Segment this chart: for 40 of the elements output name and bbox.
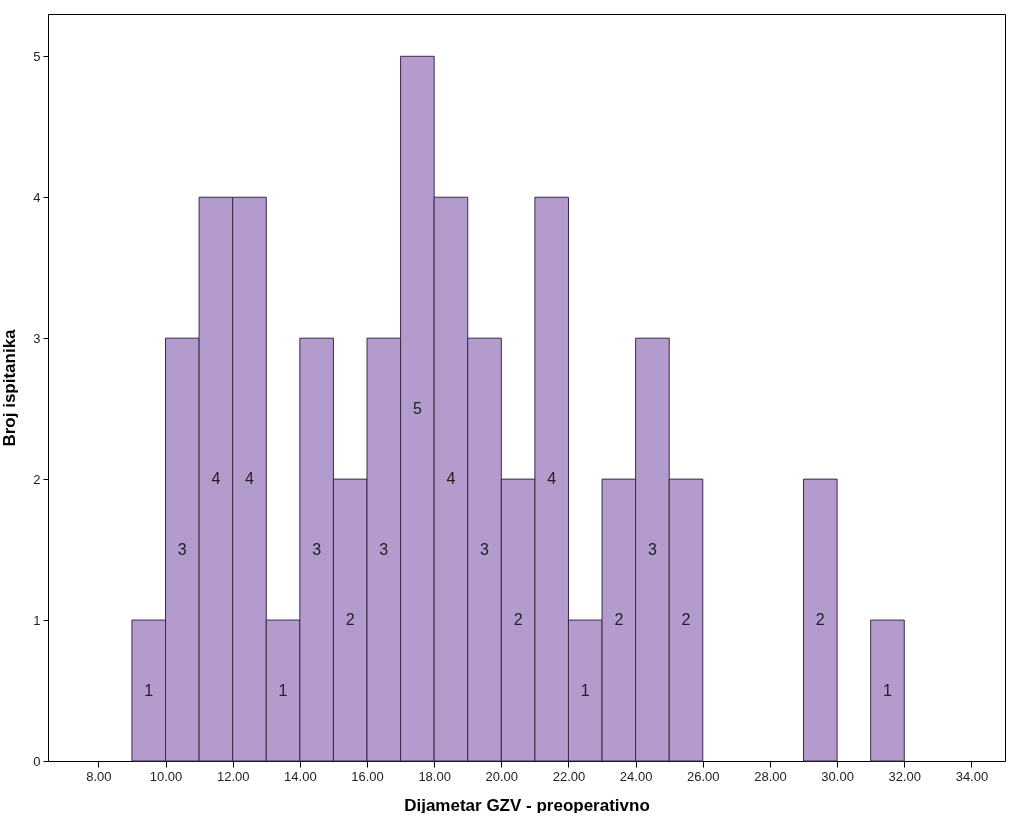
data-label: 4 bbox=[547, 470, 557, 488]
data-label: 1 bbox=[278, 681, 288, 699]
data-label: 2 bbox=[681, 611, 691, 629]
y-tick-label: 3 bbox=[33, 330, 41, 346]
x-tick-label: 24.00 bbox=[619, 768, 653, 784]
x-tick-label: 14.00 bbox=[284, 768, 317, 784]
data-label: 4 bbox=[446, 470, 456, 488]
data-label: 3 bbox=[177, 540, 187, 558]
data-label: 3 bbox=[647, 540, 657, 558]
data-label: 4 bbox=[245, 470, 255, 488]
x-tick-label: 32.00 bbox=[888, 768, 922, 784]
data-label: 2 bbox=[815, 611, 825, 629]
y-axis-title: Broj ispitanika bbox=[0, 328, 20, 447]
data-label: 5 bbox=[412, 399, 422, 417]
data-label: 1 bbox=[883, 681, 893, 699]
x-tick-label: 10.00 bbox=[149, 768, 183, 784]
x-tick-label: 26.00 bbox=[687, 768, 720, 784]
x-tick-label: 18.00 bbox=[418, 768, 451, 784]
y-tick-label: 4 bbox=[33, 189, 41, 205]
data-label: 1 bbox=[580, 681, 590, 699]
data-label: 3 bbox=[379, 540, 389, 558]
y-tick-label: 5 bbox=[33, 48, 41, 64]
y-tick-label: 1 bbox=[33, 612, 41, 628]
y-tick-label: 2 bbox=[33, 471, 41, 487]
x-tick-label: 16.00 bbox=[351, 768, 384, 784]
x-tick-label: 30.00 bbox=[821, 768, 854, 784]
x-tick-label: 28.00 bbox=[754, 768, 787, 784]
x-tick-label: 22.00 bbox=[552, 768, 586, 784]
y-tick-label: 0 bbox=[33, 753, 41, 769]
data-label: 2 bbox=[345, 611, 355, 629]
data-label: 3 bbox=[480, 540, 490, 558]
data-label: 1 bbox=[144, 681, 154, 699]
data-label: 3 bbox=[312, 540, 322, 558]
x-tick-label: 8.00 bbox=[86, 768, 112, 784]
x-tick-label: 34.00 bbox=[955, 768, 989, 784]
x-tick-label: 12.00 bbox=[216, 768, 250, 784]
data-label: 2 bbox=[513, 611, 523, 629]
x-tick-label: 20.00 bbox=[485, 768, 519, 784]
data-label: 4 bbox=[211, 470, 221, 488]
data-label: 2 bbox=[614, 611, 624, 629]
